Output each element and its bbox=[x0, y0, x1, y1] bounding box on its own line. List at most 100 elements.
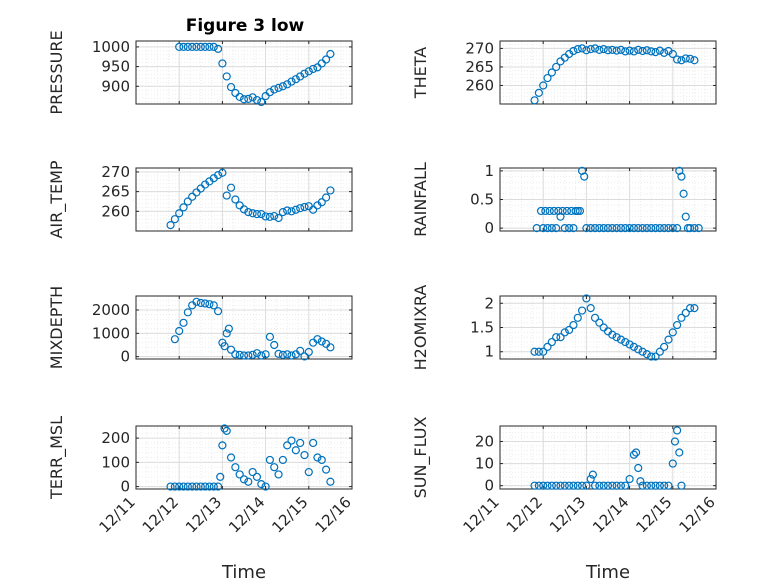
data-point bbox=[313, 453, 322, 462]
data-point bbox=[300, 69, 309, 78]
y-tick-label: 900 bbox=[101, 77, 130, 95]
data-point bbox=[558, 206, 567, 216]
subplot-4: 0 0.5 1 RAINFALL bbox=[411, 162, 717, 237]
data-point bbox=[183, 197, 192, 206]
data-point bbox=[642, 481, 651, 490]
x-tick-label: 12/12 bbox=[503, 493, 546, 536]
data-point bbox=[226, 345, 236, 354]
data-point bbox=[690, 304, 699, 313]
data-point bbox=[539, 481, 548, 490]
data-point bbox=[192, 42, 201, 52]
data-point bbox=[257, 480, 266, 489]
data-point bbox=[668, 459, 677, 468]
data-point bbox=[670, 437, 680, 446]
data-point bbox=[536, 206, 546, 216]
data-point bbox=[235, 470, 244, 479]
data-point bbox=[677, 56, 686, 65]
y-tick-label: 260 bbox=[465, 76, 494, 94]
data-point bbox=[244, 94, 253, 103]
y-axis-label: MIXDEPTH bbox=[47, 286, 66, 369]
data-point bbox=[231, 195, 240, 204]
y-tick-label: 0.5 bbox=[470, 191, 494, 209]
data-point bbox=[586, 224, 595, 233]
data-point bbox=[634, 463, 643, 473]
data-point bbox=[296, 346, 305, 355]
data-point bbox=[530, 96, 539, 105]
data-point bbox=[608, 330, 617, 339]
data-point bbox=[287, 436, 296, 445]
data-point bbox=[309, 438, 318, 448]
data-point bbox=[690, 56, 699, 65]
data-point bbox=[317, 198, 326, 207]
data-point bbox=[300, 450, 309, 460]
data-point bbox=[278, 208, 287, 217]
data-point bbox=[248, 467, 257, 477]
data-point bbox=[530, 347, 539, 356]
data-point bbox=[278, 455, 287, 465]
data-point bbox=[571, 206, 580, 216]
data-point bbox=[265, 88, 275, 97]
subplot-5: 0 1000 2000 MIXDEPTH bbox=[47, 286, 353, 369]
y-tick-label: 270 bbox=[465, 39, 494, 57]
x-axis-label: Time bbox=[221, 562, 266, 583]
data-point bbox=[647, 352, 656, 361]
data-point bbox=[625, 46, 634, 55]
data-point bbox=[685, 224, 695, 233]
data-point bbox=[543, 224, 552, 233]
data-point bbox=[612, 333, 621, 342]
y-tick-label: 265 bbox=[101, 183, 130, 201]
data-point bbox=[595, 318, 604, 327]
data-point bbox=[569, 481, 578, 490]
data-point bbox=[304, 67, 313, 76]
data-point bbox=[317, 337, 326, 346]
data-point bbox=[218, 59, 227, 68]
data-point bbox=[556, 481, 565, 490]
y-tick-label: 10 bbox=[475, 455, 494, 473]
data-point bbox=[218, 441, 227, 450]
data-point bbox=[209, 482, 218, 491]
y-axis-label: H2OMIXRA bbox=[411, 285, 430, 371]
x-tick-label: 12/11 bbox=[460, 493, 503, 536]
data-point bbox=[321, 193, 331, 202]
data-point bbox=[270, 340, 279, 350]
data-point bbox=[629, 342, 639, 351]
data-point bbox=[677, 481, 686, 490]
data-point bbox=[552, 62, 561, 72]
data-point bbox=[226, 82, 236, 92]
data-point bbox=[196, 298, 205, 308]
data-point bbox=[580, 172, 589, 181]
data-point bbox=[321, 465, 331, 474]
data-point bbox=[549, 206, 559, 216]
data-point bbox=[326, 477, 335, 486]
data-point bbox=[220, 424, 229, 433]
data-point bbox=[673, 224, 682, 233]
data-point bbox=[655, 46, 664, 55]
x-tick-label: 12/16 bbox=[676, 493, 719, 536]
data-point bbox=[205, 482, 214, 491]
data-point bbox=[634, 45, 643, 54]
y-tick-label: 1000 bbox=[92, 38, 130, 56]
data-point bbox=[257, 351, 266, 360]
data-point bbox=[304, 347, 313, 357]
axes-background bbox=[136, 296, 352, 359]
data-point bbox=[694, 224, 703, 233]
data-point bbox=[638, 224, 647, 233]
y-tick-label: 950 bbox=[101, 58, 130, 76]
data-point bbox=[257, 209, 266, 219]
data-point bbox=[218, 168, 227, 177]
data-point bbox=[569, 46, 578, 56]
data-point bbox=[201, 42, 210, 52]
data-point bbox=[326, 49, 335, 59]
data-point bbox=[270, 85, 279, 94]
data-point bbox=[655, 224, 664, 233]
data-point bbox=[625, 224, 634, 233]
data-point bbox=[573, 45, 582, 54]
data-point bbox=[582, 224, 591, 233]
data-point bbox=[534, 88, 543, 97]
data-point bbox=[274, 83, 283, 92]
data-point bbox=[575, 206, 585, 216]
data-point bbox=[668, 328, 677, 337]
data-point bbox=[603, 224, 613, 233]
data-point bbox=[270, 463, 279, 472]
data-point bbox=[565, 325, 574, 335]
